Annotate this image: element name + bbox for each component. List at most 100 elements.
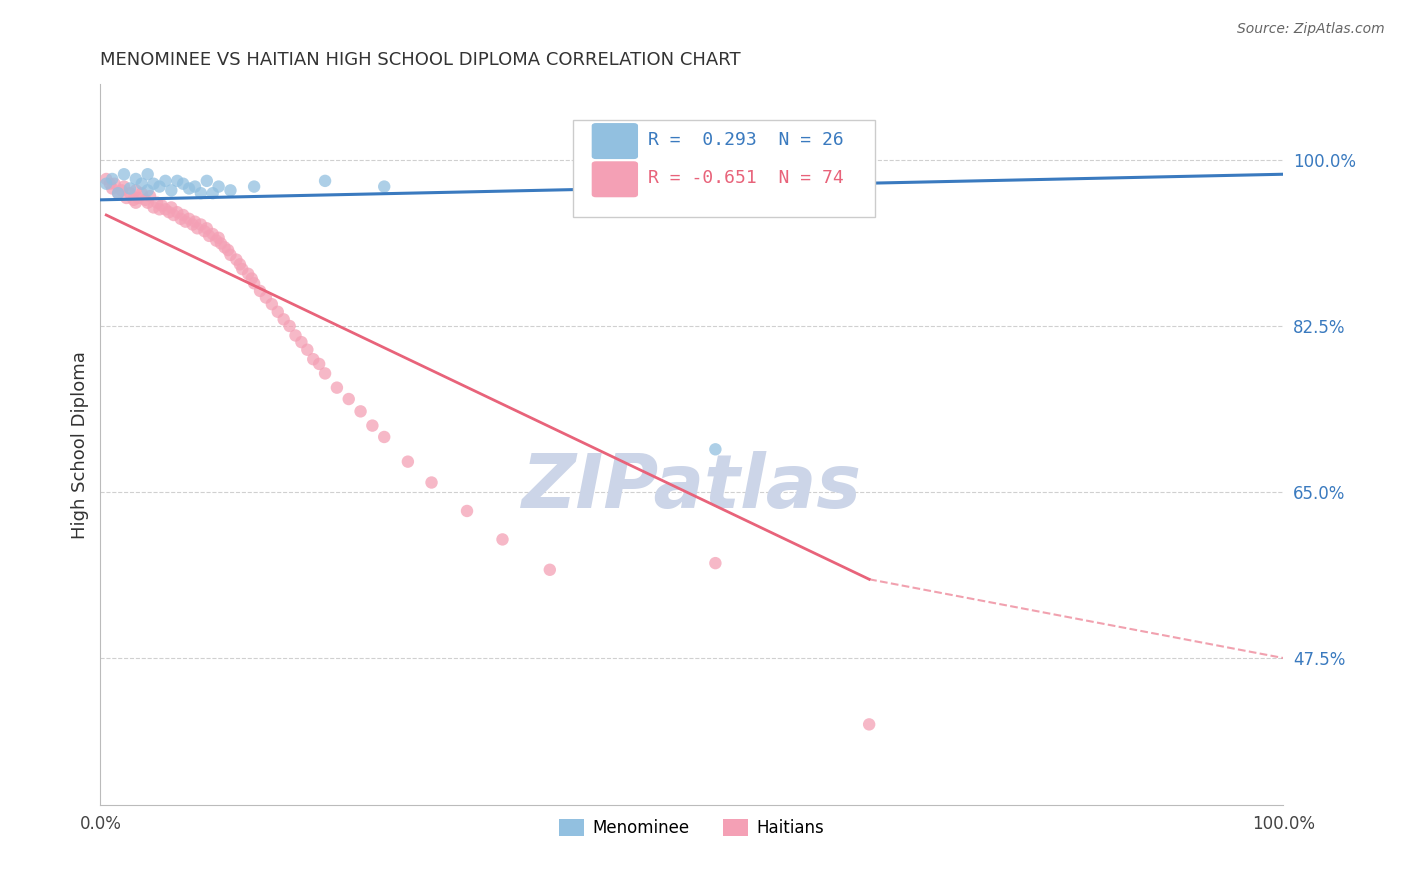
Point [243,277,266,291]
Point [209,236,232,251]
Point [198,228,221,243]
Point [111,183,134,197]
Point [170,211,193,226]
Point [240,271,263,285]
Point [184,214,207,228]
Point [373,430,395,444]
Point [150,198,173,212]
Text: MENOMINEE VS HAITIAN HIGH SCHOOL DIPLOMA CORRELATION CHART: MENOMINEE VS HAITIAN HIGH SCHOOL DIPLOMA… [100,51,741,69]
Point [290,335,312,350]
Point [267,305,290,319]
Point [181,218,204,232]
Point [136,167,159,181]
Point [704,442,727,457]
Point [107,186,129,201]
FancyBboxPatch shape [592,124,637,159]
Point [420,475,443,490]
Point [297,343,319,357]
FancyBboxPatch shape [592,162,637,196]
Point [142,177,165,191]
Point [148,202,170,217]
Point [148,179,170,194]
Point [136,195,159,210]
Point [219,183,242,197]
Point [284,328,307,343]
Point [538,563,561,577]
Point [184,179,207,194]
Point [858,717,880,731]
Point [195,221,218,235]
Text: ZIPatlas: ZIPatlas [522,451,862,524]
Point [190,186,212,201]
Point [219,248,242,262]
Point [229,257,252,271]
Point [231,262,253,277]
Point [704,556,727,570]
Point [193,224,215,238]
Point [195,174,218,188]
Point [96,172,118,186]
Point [491,533,513,547]
Point [118,181,141,195]
Point [349,404,371,418]
Point [146,195,169,210]
Point [314,367,336,381]
Point [112,167,135,181]
Point [190,218,212,232]
Point [207,231,229,245]
Point [166,205,188,219]
Point [201,186,224,201]
Point [155,202,177,217]
Point [101,172,124,186]
Point [308,357,330,371]
Point [225,252,247,267]
Text: Source: ZipAtlas.com: Source: ZipAtlas.com [1237,22,1385,37]
Point [186,221,208,235]
Point [134,193,156,207]
Point [112,179,135,194]
Point [122,193,145,207]
Point [278,318,301,333]
Point [249,284,271,298]
Point [456,504,478,518]
Point [125,172,148,186]
Point [174,214,197,228]
Legend: Menominee, Haitians: Menominee, Haitians [553,812,831,844]
Point [160,183,183,197]
Point [155,174,177,188]
Point [98,177,121,191]
Point [101,181,124,195]
Point [118,186,141,201]
Point [337,392,360,406]
Point [131,177,153,191]
Point [243,179,266,194]
Point [139,189,162,203]
Point [163,208,186,222]
Point [157,205,180,219]
Point [177,181,200,195]
Y-axis label: High School Diploma: High School Diploma [72,351,89,539]
Point [326,381,349,395]
Point [217,243,239,257]
Point [396,455,419,469]
Point [107,186,129,201]
Point [314,174,336,188]
Point [214,240,236,254]
Point [254,291,277,305]
Point [166,174,188,188]
Point [260,297,283,311]
Point [142,201,165,215]
Point [177,211,200,226]
Point [207,179,229,194]
Point [205,234,228,248]
Point [115,191,138,205]
Point [96,177,118,191]
Point [131,186,153,201]
Point [127,191,149,205]
Text: R =  0.293  N = 26: R = 0.293 N = 26 [648,130,844,149]
Point [373,179,395,194]
Point [201,227,224,241]
Point [238,267,260,281]
FancyBboxPatch shape [574,120,875,218]
Point [160,201,183,215]
